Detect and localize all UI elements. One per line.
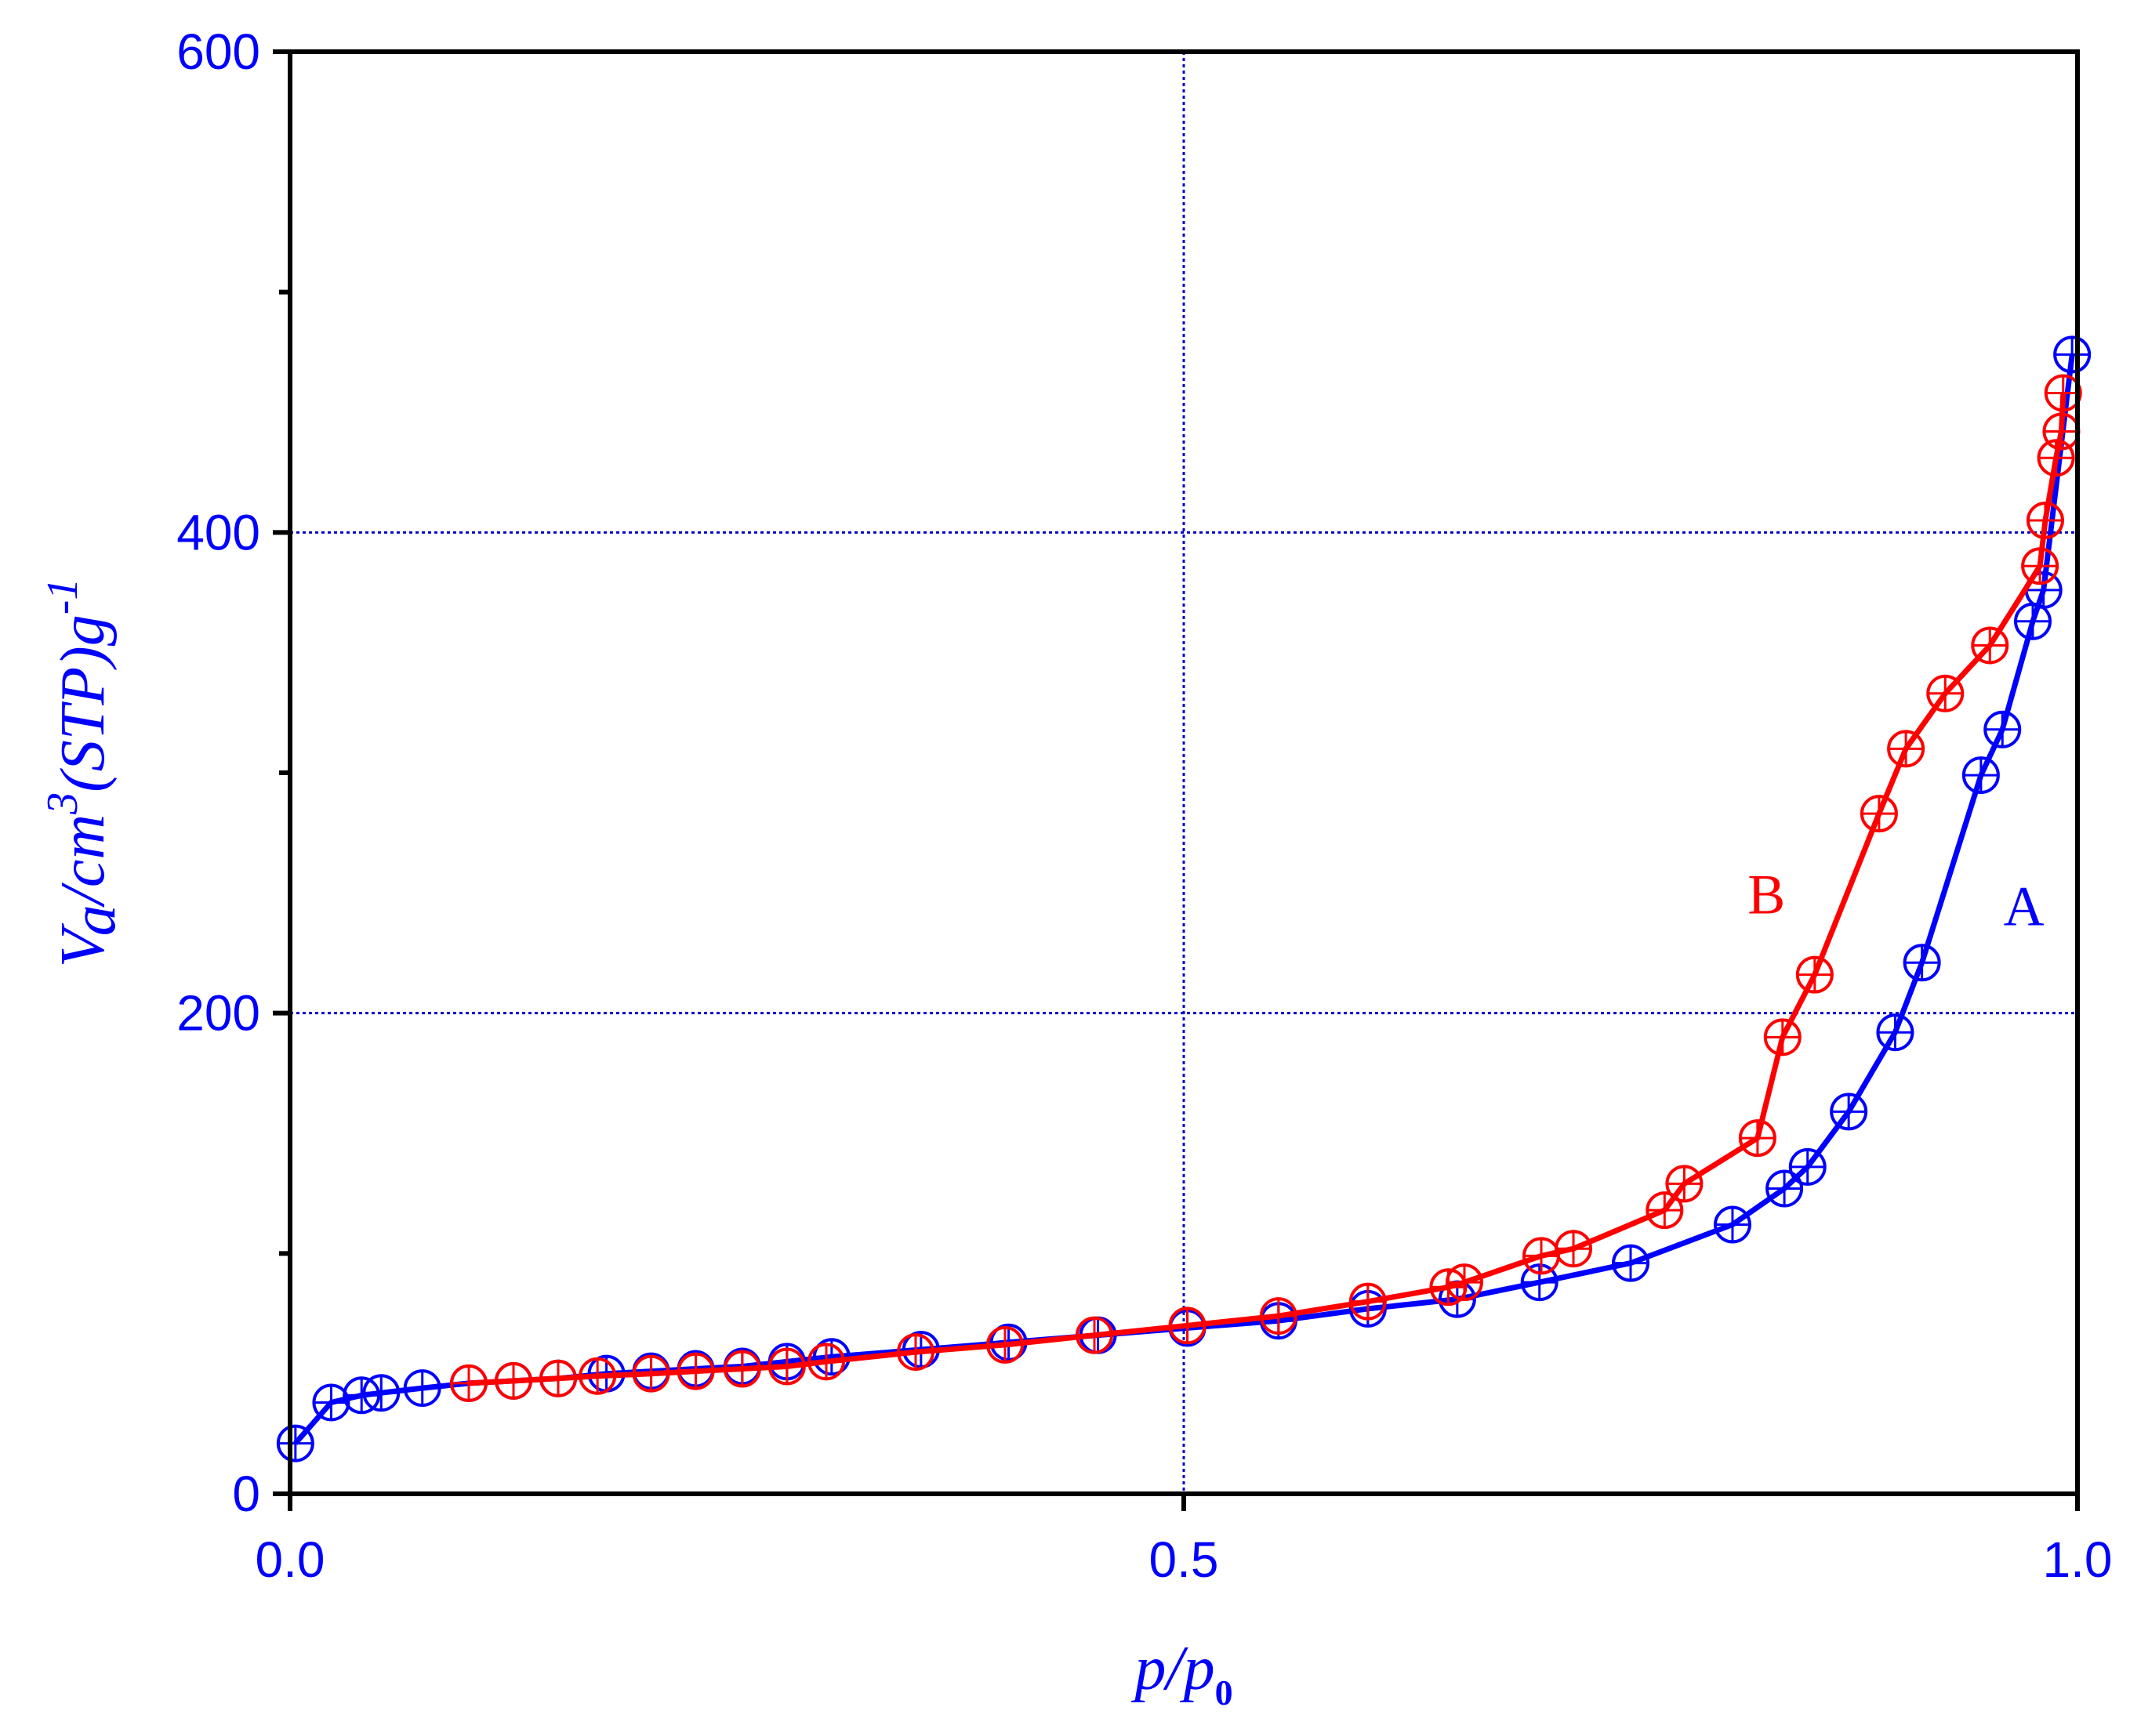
data-point-a-26 [1830, 1093, 1868, 1131]
x-axis-title-subscript: 0 [1215, 1673, 1233, 1712]
data-point-a-3 [362, 1374, 401, 1412]
data-point-a-23 [1713, 1205, 1751, 1244]
data-point-a-4 [403, 1369, 441, 1408]
data-point-b-17 [1522, 1237, 1560, 1275]
series-label-a: A [2004, 875, 2045, 938]
data-point-a-1 [312, 1383, 350, 1422]
data-point-b-31 [2042, 412, 2081, 451]
data-point-b-27 [1971, 626, 2009, 665]
y-tick-label-1: 200 [176, 985, 260, 1042]
data-point-b-18 [1555, 1230, 1593, 1268]
data-point-a-24 [1765, 1169, 1804, 1208]
y-axis-title-unit: /cm [49, 814, 118, 908]
x-tick-label-2: 1.0 [2043, 1531, 2113, 1588]
data-point-b-11 [1076, 1316, 1113, 1354]
data-point-b-16 [1445, 1263, 1483, 1302]
y-tick-label-2: 400 [176, 504, 260, 560]
data-point-b-24 [1860, 795, 1898, 833]
data-point-b-20 [1665, 1165, 1704, 1203]
data-point-b-5 [677, 1352, 715, 1390]
data-point-a-2 [343, 1376, 381, 1415]
data-point-a-25 [1788, 1147, 1827, 1186]
data-point-b-22 [1763, 1018, 1802, 1056]
y-axis-title-sub: a [60, 904, 129, 936]
y-tick-label-3: 600 [176, 24, 260, 80]
y-axis-title-stp: (STP)g [49, 614, 118, 792]
data-point-b-0 [450, 1364, 488, 1402]
data-point-b-10 [986, 1325, 1024, 1364]
data-point-b-6 [723, 1350, 761, 1388]
data-point-b-8 [807, 1343, 845, 1381]
data-point-a-22 [1612, 1244, 1649, 1282]
series-line-b [468, 393, 2066, 1386]
data-point-b-3 [579, 1357, 617, 1395]
data-point-b-4 [632, 1354, 670, 1393]
data-point-b-14 [1348, 1282, 1387, 1321]
data-point-a-27 [1876, 1013, 1914, 1052]
series-layer [276, 335, 2092, 1462]
y-tick-label-0: 0 [232, 1466, 260, 1522]
data-point-b-19 [1646, 1191, 1684, 1230]
x-axis-title: p/p0 [1130, 1634, 1232, 1712]
y-axis-title: Va/cm3(STP)g-1 [38, 578, 129, 968]
data-point-b-13 [1259, 1297, 1297, 1336]
y-axis-title-sup: -1 [38, 578, 87, 615]
data-point-b-28 [2021, 547, 2059, 585]
x-axis-title-main: p/p [1130, 1634, 1214, 1703]
data-point-a-29 [1961, 756, 2000, 795]
data-point-b-29 [2026, 502, 2064, 539]
data-point-b-23 [1795, 955, 1834, 994]
axis-ticks: 0 200 400 600 0.0 0.5 1.0 [176, 24, 2112, 1588]
x-tick-label-1: 0.5 [1149, 1531, 1219, 1588]
grid-lines [290, 52, 2077, 1494]
data-point-a-33 [2053, 335, 2092, 374]
data-point-b-21 [1738, 1119, 1776, 1158]
data-point-b-32 [2044, 374, 2082, 412]
data-point-a-30 [1983, 710, 2022, 748]
x-tick-label-0: 0.0 [256, 1531, 325, 1588]
data-point-b-1 [495, 1361, 532, 1400]
data-point-a-0 [276, 1424, 314, 1462]
data-point-b-26 [1926, 674, 1965, 712]
data-point-b-25 [1887, 730, 1925, 768]
series-b [450, 374, 2082, 1402]
y-axis-title-sup3: 3 [38, 792, 87, 815]
data-point-b-12 [1168, 1307, 1207, 1345]
data-point-b-7 [767, 1347, 806, 1386]
series-label-b: B [1747, 863, 1785, 926]
data-point-a-21 [1520, 1263, 1558, 1302]
data-point-b-2 [539, 1359, 577, 1397]
data-point-a-31 [2014, 602, 2052, 640]
data-point-a-28 [1903, 944, 1941, 982]
data-point-b-9 [897, 1333, 934, 1372]
